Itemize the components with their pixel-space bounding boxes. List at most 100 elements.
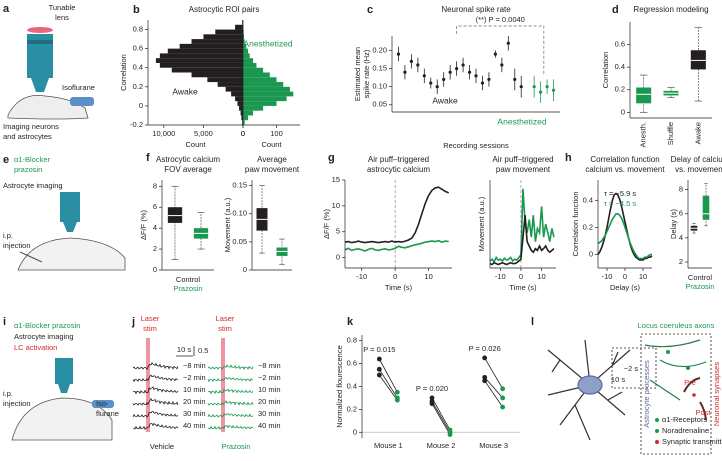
diagram-label: −2 min [258, 373, 281, 382]
diagram-label: Neuronal synapses [712, 362, 721, 426]
histogram-bar [243, 77, 277, 83]
diagram-label: 10 s [177, 345, 191, 354]
diagram-label: Prazosin [221, 442, 250, 451]
y-axis-label: Normalized flourescence [335, 345, 344, 428]
y-axis-label: Correlation function [571, 191, 580, 256]
y-tick-label: 0.4 [583, 195, 593, 204]
histogram-bar [241, 115, 243, 121]
illustrative-trace [132, 422, 179, 431]
y-tick-label: 8 [153, 181, 157, 190]
pair-link [484, 377, 503, 399]
diagram-label: Noradrenaline [662, 426, 709, 435]
y-tick-label: 0.6 [133, 44, 143, 53]
histogram-bar [243, 82, 284, 87]
point-after [447, 432, 453, 437]
illustrative-trace [207, 424, 254, 431]
point-after [394, 389, 400, 395]
point [442, 77, 446, 82]
point-before [429, 395, 435, 401]
y-tick-label: 0.8 [133, 25, 143, 34]
pair-link [431, 397, 451, 431]
chart-title: FOV average [164, 165, 212, 174]
illustrative-trace [132, 374, 179, 383]
x-tick-label: 0 [241, 129, 245, 138]
line-series [489, 215, 555, 266]
histogram-bar [159, 62, 243, 68]
point-before [376, 366, 382, 372]
y-tick-label: 0.4 [347, 381, 357, 390]
box [702, 195, 710, 220]
point [480, 81, 485, 85]
line-series [344, 186, 450, 244]
pair-link [378, 369, 398, 399]
y-tick-label: 4 [153, 223, 157, 232]
histogram-bar [243, 72, 270, 78]
diagram-label: injection [3, 399, 31, 408]
y-tick-label: 0.10 [372, 82, 387, 91]
panel-letter: a [3, 3, 10, 15]
panel-letter: l [531, 316, 534, 328]
histogram-bar [155, 58, 243, 63]
histogram-bar [243, 58, 254, 63]
panel-letter: b [133, 4, 140, 16]
point [448, 70, 452, 74]
y-tick-label: 0.20 [372, 45, 387, 54]
histogram-bar [191, 39, 243, 44]
annotation: τ = −5.9 s [604, 189, 636, 198]
diagram-label: prazosin [14, 165, 42, 174]
y-tick-label: 6 [153, 202, 157, 211]
point-before [429, 401, 435, 407]
illustrative-trace [207, 413, 254, 418]
point [429, 81, 433, 85]
category-label: Control [688, 273, 713, 282]
x-axis-label: Time (s) [385, 283, 413, 292]
illustrative-trace [132, 410, 179, 418]
diagram-label: Pre [684, 378, 696, 387]
pair-link [484, 380, 503, 408]
x-axis-label: Count [261, 140, 282, 149]
histogram-bar [243, 110, 254, 116]
histogram-bar [171, 67, 243, 73]
diagram-label: −8 min [183, 361, 206, 370]
diagram-label: −2 min [183, 373, 206, 382]
chart-title: paw movement [245, 165, 300, 174]
diagram-label: Laser [216, 314, 235, 323]
diagram-label: 20 min [183, 397, 206, 406]
y-tick-label: 0.2 [583, 222, 593, 231]
illustration-a [7, 27, 94, 120]
category-label: Awake [693, 122, 702, 144]
panel-letter: d [612, 4, 619, 16]
y-axis-label: Correlation [601, 52, 610, 89]
pair-link [431, 401, 451, 433]
diagram-label: injection [3, 241, 31, 250]
y-axis-label: Movement (a.u.) [477, 196, 486, 251]
line-series [344, 239, 449, 252]
category-label: Mouse 1 [374, 441, 403, 450]
y-tick-label: 0.4 [615, 62, 625, 71]
diagram-label: i.p. [3, 389, 13, 398]
diagram-label: 40 min [183, 421, 206, 430]
chart-title: Neuronal spike rate [441, 5, 511, 14]
point [422, 74, 426, 78]
point [409, 59, 413, 63]
p-value: P = 0.026 [469, 344, 501, 353]
point [500, 63, 504, 67]
diagram-label: α1-Receptors [662, 415, 707, 424]
x-tick-label: 10 [537, 272, 545, 281]
diagram-label: 30 min [183, 409, 206, 418]
histogram-bar [243, 120, 245, 125]
pair-link [431, 403, 451, 435]
y-tick-label: 8 [679, 185, 683, 194]
histogram-bar [215, 29, 243, 35]
point [467, 70, 472, 74]
y-tick-label: -0.2 [130, 120, 143, 129]
histogram-bar [243, 34, 245, 40]
histogram-bar [243, 67, 264, 73]
histogram-bar [167, 48, 243, 54]
panel-letter: h [565, 152, 572, 164]
illustrative-trace [208, 388, 254, 395]
chart-title: Air puff–triggered [492, 155, 553, 164]
diagram-label: 10 s [611, 375, 625, 384]
diagram-label: Tunable [49, 3, 76, 12]
